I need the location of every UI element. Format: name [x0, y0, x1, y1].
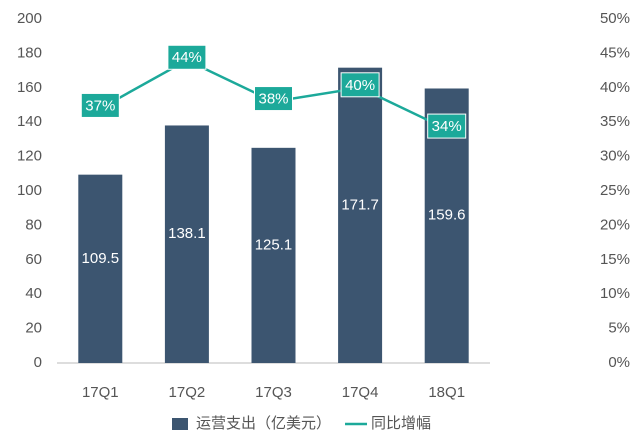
y2-tick-label: 10%: [600, 285, 630, 302]
bar: [164, 125, 209, 363]
bar-value-label: 159.6: [428, 207, 466, 224]
x-tick-label: 17Q3: [255, 384, 292, 401]
bar-value-label: 171.7: [341, 196, 379, 213]
line-label-box: [80, 92, 120, 118]
y-tick-label: 0: [34, 354, 42, 371]
y2-tick-label: 50%: [600, 10, 630, 27]
y-tick-label: 160: [17, 79, 42, 96]
x-tick-label: 17Q1: [82, 384, 119, 401]
bar: [78, 174, 123, 363]
y-tick-label: 200: [17, 10, 42, 27]
y2-tick-label: 45%: [600, 44, 630, 61]
line-value-label: 44%: [172, 49, 202, 66]
y2-tick-label: 40%: [600, 79, 630, 96]
line-label-box: [254, 86, 293, 112]
line-label-box: [167, 44, 207, 70]
y-tick-label: 120: [17, 148, 42, 165]
line-value-label: 37%: [85, 97, 115, 114]
x-tick-label: 18Q1: [428, 384, 465, 401]
line-label-box: [427, 113, 467, 139]
y2-tick-label: 35%: [600, 113, 630, 130]
bar-value-label: 138.1: [168, 225, 206, 242]
y-tick-label: 80: [25, 216, 42, 233]
y-tick-label: 140: [17, 113, 42, 130]
x-tick-label: 17Q2: [169, 384, 206, 401]
y2-tick-label: 30%: [600, 148, 630, 165]
y-tick-label: 180: [17, 44, 42, 61]
y2-tick-label: 25%: [600, 182, 630, 199]
x-tick-label: 17Q4: [342, 384, 379, 401]
legend-swatch: [172, 418, 188, 430]
legend-label: 运营支出（亿美元）: [196, 415, 331, 432]
y2-tick-label: 0%: [608, 354, 630, 371]
y2-tick-label: 20%: [600, 216, 630, 233]
line-value-label: 38%: [258, 91, 288, 108]
y-tick-label: 40: [25, 285, 42, 302]
y-tick-label: 60: [25, 251, 42, 268]
line-label-box: [340, 72, 380, 98]
line-value-label: 34%: [432, 118, 462, 135]
legend-label: 同比增幅: [371, 415, 431, 432]
bar: [251, 147, 296, 363]
bar-value-label: 125.1: [255, 236, 293, 253]
y-tick-label: 20: [25, 320, 42, 337]
y2-tick-label: 5%: [608, 320, 630, 337]
y-tick-label: 100: [17, 182, 42, 199]
bar: [338, 67, 383, 364]
bar-value-label: 109.5: [82, 250, 120, 267]
y2-tick-label: 15%: [600, 251, 630, 268]
line-value-label: 40%: [345, 77, 375, 94]
